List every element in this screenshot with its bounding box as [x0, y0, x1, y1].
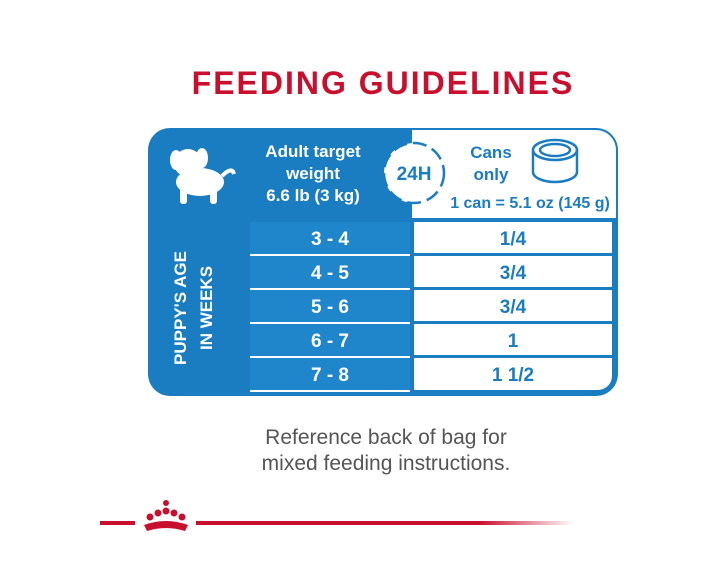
amount-cell [414, 290, 612, 321]
row-header: IN WEEKS [197, 266, 216, 350]
amount-cell [414, 358, 612, 390]
age-cell [250, 222, 410, 254]
age-text: 3 - 4 [311, 229, 349, 250]
title: FEEDING GUIDELINES [192, 65, 575, 101]
age-text: 7 - 8 [311, 365, 349, 386]
crown-logo [144, 500, 188, 531]
age-cell [250, 256, 410, 288]
amount-text: 3/4 [500, 297, 527, 318]
amount-cell [414, 222, 612, 253]
footer-text: Reference back of bag for [265, 426, 507, 449]
amount-text: 3/4 [500, 263, 527, 284]
amount-text: 1 1/2 [492, 365, 534, 386]
weight-label: 6.6 lb (3 kg) [266, 186, 360, 205]
can-size: 1 can = 5.1 oz (145 g) [450, 195, 610, 212]
age-cell [250, 358, 410, 390]
weight-label: weight [285, 164, 340, 183]
logo-line [100, 521, 135, 525]
dog-icon [170, 148, 236, 204]
header-right [412, 130, 616, 218]
age-text: 4 - 5 [311, 263, 349, 284]
age-text: 5 - 6 [311, 297, 349, 318]
weight-label: Adult target [265, 142, 361, 161]
row-header: PUPPY'S AGE [171, 251, 190, 365]
amount-cell [414, 256, 612, 287]
logo-line [196, 521, 574, 525]
cans-label: only [474, 165, 509, 184]
age-text: 6 - 7 [311, 331, 349, 352]
badge-circle [382, 141, 446, 205]
amount-text: 1/4 [500, 229, 527, 250]
badge-text: 24H [397, 164, 432, 185]
amount-text: 1 [508, 331, 519, 352]
can-icon [531, 138, 579, 184]
amount-cell [414, 324, 612, 355]
age-cell [250, 290, 410, 322]
cans-label: Cans [470, 143, 512, 162]
footer-text: mixed feeding instructions. [262, 452, 511, 475]
age-cell [250, 324, 410, 356]
